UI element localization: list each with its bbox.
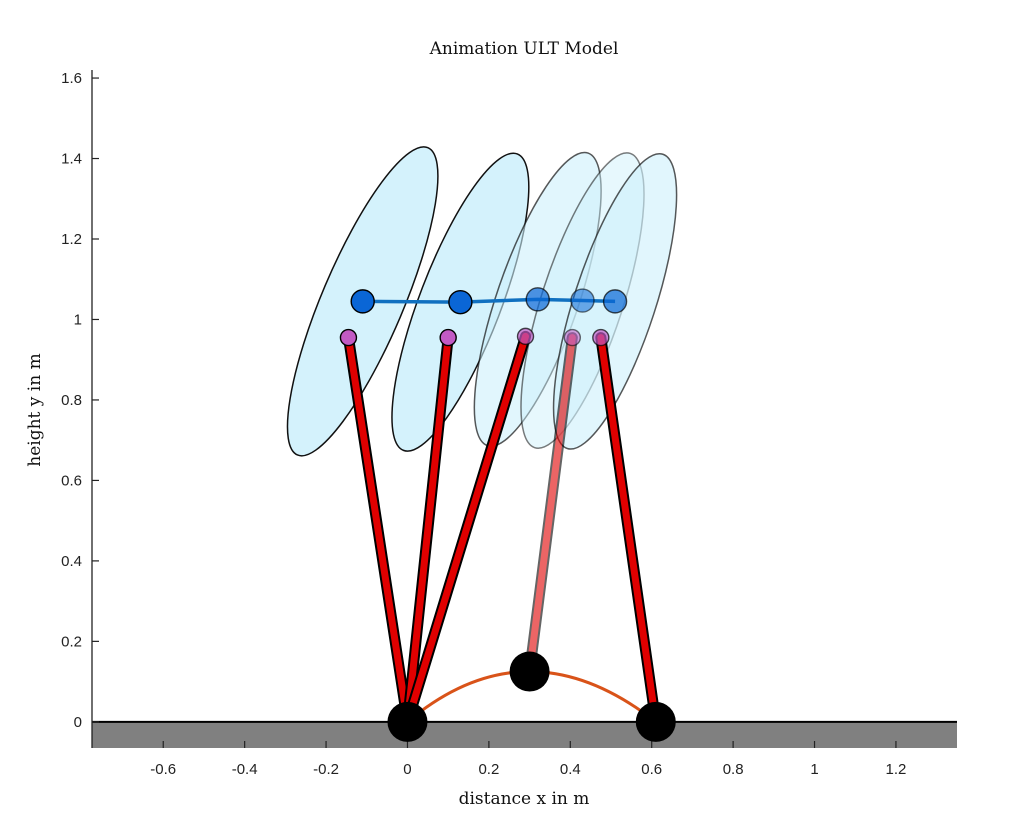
x-tick-label: -0.6 <box>150 761 176 778</box>
y-axis-label: height y in m <box>25 353 45 466</box>
leg-frame-1 <box>342 332 413 728</box>
y-tick-label: 0.4 <box>61 553 82 570</box>
y-tick-label: 0.2 <box>61 633 82 650</box>
com-point-frame-5 <box>602 289 628 314</box>
leg-frame-5 <box>595 332 662 728</box>
y-tick-label: 1.4 <box>61 151 82 168</box>
y-tick-label: 0.8 <box>61 392 82 409</box>
leg-bar <box>403 332 530 726</box>
x-tick-label: 0.6 <box>641 761 662 778</box>
x-tick-label: 0.2 <box>478 761 499 778</box>
leg-bar <box>526 334 576 676</box>
foot-point <box>509 651 550 692</box>
foot-point <box>387 701 428 742</box>
x-tick-label: 1.2 <box>886 761 907 778</box>
legs-layer <box>342 330 662 728</box>
points-layer <box>339 287 676 742</box>
x-tick-label: 1 <box>810 761 818 778</box>
x-tick-label: -0.4 <box>232 761 258 778</box>
x-tick-label: -0.2 <box>313 761 339 778</box>
leg-bar <box>403 334 452 726</box>
hip-point-frame-4 <box>563 328 582 347</box>
y-tick-label: 1.2 <box>61 231 82 248</box>
hip-point-frame-2 <box>439 328 457 347</box>
x-tick-label: 0.8 <box>723 761 744 778</box>
leg-bar <box>344 334 411 726</box>
leg-frame-3 <box>401 330 532 728</box>
y-tick-label: 0.6 <box>61 472 82 489</box>
leg-frame-2 <box>401 332 454 728</box>
y-tick-label: 1 <box>74 311 82 328</box>
com-point-frame-2 <box>448 289 473 315</box>
y-tick-label: 0 <box>74 714 82 731</box>
com-point-frame-3 <box>525 287 550 312</box>
x-tick-label: 0 <box>403 761 411 778</box>
hip-point-frame-3 <box>516 327 535 346</box>
chart-title: Animation ULT Model <box>429 39 619 59</box>
leg-frame-4 <box>524 332 578 678</box>
com-point-frame-1 <box>350 289 375 314</box>
hip-point-frame-5 <box>592 328 610 347</box>
axes-layer: 0 0.2 0.4 0.6 0.8 1 1.2 1.4 1.6 -0.6 -0.4 -0.2 0 0.2 0… <box>61 70 906 778</box>
foot-point <box>635 701 676 742</box>
leg-bar <box>597 334 660 726</box>
x-tick-label: 0.4 <box>560 761 581 778</box>
hip-point-frame-1 <box>339 328 358 347</box>
y-tick-label: 1.6 <box>61 70 82 87</box>
ground-layer <box>92 720 957 748</box>
x-axis-label: distance x in m <box>459 789 590 809</box>
com-point-frame-4 <box>570 288 595 313</box>
ground-band <box>92 721 957 748</box>
